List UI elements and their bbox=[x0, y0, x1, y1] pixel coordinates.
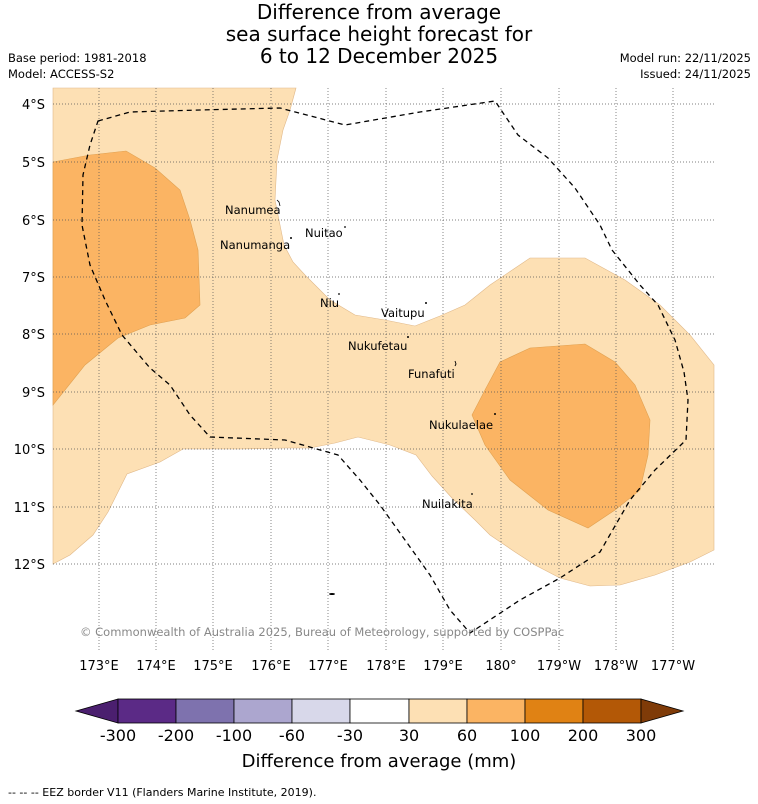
colorbar-bin bbox=[582, 698, 642, 724]
colorbar-tick: 300 bbox=[626, 726, 657, 745]
colorbar-tick: -100 bbox=[216, 726, 252, 745]
lon-label: 173°E bbox=[79, 659, 119, 674]
colorbar-bin bbox=[349, 698, 410, 724]
lat-label: 7°S bbox=[22, 271, 45, 286]
lat-label: 12°S bbox=[14, 558, 45, 573]
anomaly-region-60-100-west bbox=[52, 150, 201, 406]
island-marker-unnamed-south bbox=[329, 593, 335, 595]
eez-border bbox=[81, 100, 689, 634]
lon-label: 174°E bbox=[136, 659, 176, 674]
lon-label: 179°E bbox=[423, 659, 463, 674]
lat-label: 6°S bbox=[22, 214, 45, 229]
island-marker-funafuti bbox=[454, 360, 457, 367]
island-marker-nukufetau bbox=[407, 336, 409, 338]
lat-label: 5°S bbox=[22, 156, 45, 171]
lat-label: 9°S bbox=[22, 386, 45, 401]
island-marker-nuilakita bbox=[471, 493, 473, 495]
island-marker-nanumea bbox=[276, 199, 281, 207]
lat-label: 11°S bbox=[14, 501, 45, 516]
model-name: Model: ACCESS-S2 bbox=[8, 67, 115, 81]
colorbar-extend-high bbox=[640, 698, 685, 724]
lon-label: 178°E bbox=[366, 659, 406, 674]
colorbar-tick: 30 bbox=[399, 726, 419, 745]
colorbar-bin bbox=[466, 698, 526, 724]
island-markers bbox=[276, 199, 496, 595]
title-line-3: 6 to 12 December 2025 bbox=[259, 44, 499, 68]
island-label: Nuitao bbox=[305, 226, 343, 240]
island-label: Nuilakita bbox=[422, 497, 473, 511]
anomaly-region-60-100-east bbox=[471, 343, 651, 529]
colorbar-bin bbox=[117, 698, 177, 724]
colorbar-tick: 100 bbox=[510, 726, 541, 745]
colorbar-tick: -200 bbox=[158, 726, 194, 745]
island-marker-nuitao bbox=[344, 226, 346, 228]
copyright-note: © Commonwealth of Australia 2025, Bureau… bbox=[80, 625, 564, 639]
island-marker-vaitupu bbox=[425, 302, 427, 304]
colorbar-extend-low bbox=[74, 698, 119, 724]
lon-label: 175°E bbox=[193, 659, 233, 674]
island-marker-nanumanga bbox=[290, 237, 292, 239]
colorbar-bin bbox=[175, 698, 235, 724]
island-label: Nukulaelae bbox=[429, 418, 493, 432]
lat-label: 8°S bbox=[22, 328, 45, 343]
colorbar-tick: -300 bbox=[100, 726, 136, 745]
model-run: Model run: 22/11/2025 bbox=[619, 51, 751, 65]
colorbar-tick: -30 bbox=[337, 726, 363, 745]
colorbar-label: Difference from average (mm) bbox=[242, 751, 517, 772]
colorbar-tick: 200 bbox=[568, 726, 599, 745]
base-period: Base period: 1981-2018 bbox=[8, 51, 147, 65]
colorbar-bin bbox=[408, 698, 468, 724]
eez-footnote: -- -- -- EEZ border V11 (Flanders Marine… bbox=[8, 786, 317, 799]
colorbar-tick: -60 bbox=[279, 726, 305, 745]
graticule bbox=[53, 88, 714, 650]
lon-label: 176°E bbox=[251, 659, 291, 674]
island-label: Vaitupu bbox=[381, 306, 425, 320]
lat-label: 4°S bbox=[22, 98, 45, 113]
lon-label: 177°W bbox=[651, 659, 695, 674]
lon-label: 177°E bbox=[308, 659, 348, 674]
colorbar-bin bbox=[291, 698, 351, 724]
colorbar-bin bbox=[524, 698, 584, 724]
title-line-2: sea surface height forecast for bbox=[225, 22, 533, 46]
lon-label: 178°W bbox=[594, 659, 638, 674]
colorbar-bin bbox=[233, 698, 293, 724]
island-label: Nukufetau bbox=[348, 339, 407, 353]
island-marker-nukulaelae bbox=[494, 413, 496, 415]
colorbar bbox=[74, 698, 685, 724]
colorbar-tick: 60 bbox=[457, 726, 477, 745]
lat-label: 10°S bbox=[14, 443, 45, 458]
title-line-1: Difference from average bbox=[256, 0, 502, 24]
island-label: Nanumea bbox=[225, 203, 281, 217]
island-label: Funafuti bbox=[408, 367, 455, 381]
lon-label: 179°W bbox=[537, 659, 581, 674]
island-label: Nanumanga bbox=[220, 238, 290, 252]
island-marker-niu bbox=[338, 293, 340, 295]
lon-label: 180° bbox=[485, 659, 516, 674]
issued-date: Issued: 24/11/2025 bbox=[640, 67, 751, 81]
island-label: Niu bbox=[320, 296, 339, 310]
